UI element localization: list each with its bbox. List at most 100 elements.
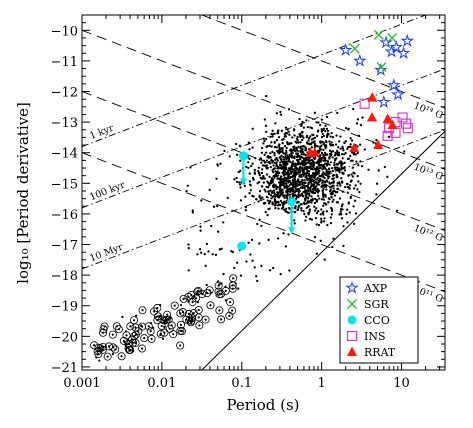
pulsar-point [314,198,317,201]
pulsar-point [322,159,325,162]
pulsar-point [347,128,350,131]
pulsar-point [277,196,281,199]
pulsar-point [305,196,308,199]
binary-ring [150,307,159,316]
pulsar-point [313,236,317,239]
pulsar-point [247,241,250,244]
y-tick-label: −14 [51,147,78,162]
pulsar-point [267,190,270,193]
pulsar-point [310,138,314,141]
pulsar-point [338,140,341,143]
binary-ring [226,298,235,307]
pulsar-point [302,174,305,177]
pulsar-point [263,164,266,167]
binary-ring [125,345,134,354]
pulsar-point [328,167,331,170]
age-line [82,129,445,270]
pulsar-point [212,205,216,208]
pulsar-point [273,151,276,155]
pulsar-point [357,134,361,137]
pulsar-point [297,183,301,186]
pulsar-point [325,127,329,131]
legend-marker-sgr [347,299,357,309]
msp-point [217,284,220,287]
binary-ring [138,344,147,353]
pulsar-point [315,134,319,138]
pulsar-point [353,199,357,202]
pulsar-point [276,165,280,169]
pulsar-point [336,187,339,190]
pulsar-point [349,159,353,162]
pulsar-point [267,238,270,241]
pulsar-point [310,184,313,188]
pulsar-point [295,167,298,170]
pulsar-point [297,168,300,171]
pulsar-point [305,202,308,205]
pulsar-point [279,191,282,194]
msp-point [134,341,137,345]
msp-point [181,310,184,314]
msp-point [137,330,140,333]
pulsar-point [313,205,316,208]
pulsar-point [359,182,362,185]
pulsar-point [302,162,306,166]
pulsar-point [287,169,290,172]
pulsar-point [348,184,352,187]
msp-point [224,289,227,292]
pulsar-point [266,166,269,170]
pulsar-point [336,166,339,169]
msp-point [163,319,166,322]
pulsar-point [239,199,243,202]
pulsar-point [269,165,272,169]
msp-point [231,309,234,312]
pulsar-point [317,170,320,174]
pulsar-point [205,242,209,246]
pulsar-point [324,146,327,150]
pulsar-point [319,166,322,170]
pulsar-point [323,183,327,186]
binary-ring [144,322,153,331]
msp-point [218,293,221,296]
binary-ring [119,336,128,345]
pulsar-point [322,127,326,130]
binary-ring [228,306,237,315]
pulsar-point [349,154,352,158]
pulsar-point [283,181,286,184]
pulsar-point [260,224,263,228]
binary-ring [187,316,196,325]
pulsar-point [332,198,335,201]
pulsar-point [322,204,325,207]
axp-point [352,53,367,67]
pulsar-point [328,170,332,173]
age-line [82,15,427,148]
pulsar-point [293,157,296,160]
pulsar-point [287,160,291,163]
pulsar-point [276,194,279,198]
pulsar-point [270,197,273,200]
pulsar-point [307,172,311,175]
pulsar-point [185,190,188,193]
pulsar-point [338,197,342,200]
pulsar-point [279,180,283,183]
pulsar-point [325,168,328,171]
pulsar-point [263,161,267,164]
pulsar-point [272,167,275,171]
pulsar-point [344,151,347,155]
pulsar-point [314,156,317,160]
pulsar-point [308,192,311,195]
pulsar-point [322,173,325,176]
pulsar-point [350,173,353,176]
pulsar-point [341,157,344,160]
pulsar-point [270,181,273,184]
pulsar-point [332,184,335,187]
cco-arrowhead [239,178,247,186]
pulsar-point [287,108,291,111]
pulsar-point [354,184,357,187]
sgr-point [349,43,360,54]
pulsar-point [310,174,313,177]
pulsar-point [303,179,306,182]
pulsar-point [271,160,275,163]
msp-point [173,304,176,307]
pulsar-point [275,112,279,115]
pulsar-point [231,250,235,254]
